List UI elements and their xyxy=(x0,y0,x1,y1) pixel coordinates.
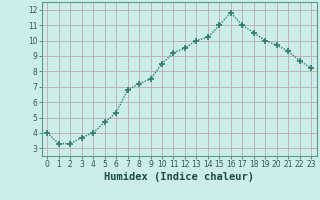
X-axis label: Humidex (Indice chaleur): Humidex (Indice chaleur) xyxy=(104,172,254,182)
